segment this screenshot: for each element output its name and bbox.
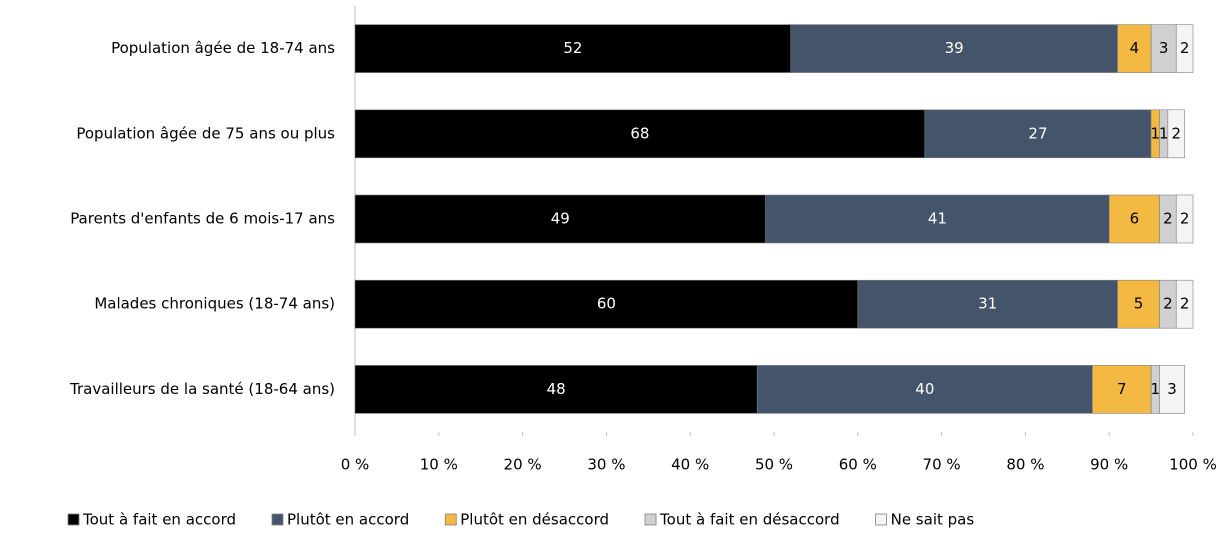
- x-tick-label: 10 %: [420, 456, 458, 474]
- data-label: 40: [915, 380, 934, 398]
- bar-segment: [790, 24, 1118, 73]
- y-tick-label: Malades chroniques (18-74 ans): [94, 295, 335, 313]
- data-label: 49: [551, 210, 570, 228]
- bar-segment: [354, 194, 766, 244]
- data-label: 3: [1159, 39, 1169, 57]
- data-label: 39: [945, 39, 964, 57]
- bar-segment: [1159, 365, 1185, 414]
- bar-segment: [756, 365, 1093, 414]
- legend-swatch: [644, 513, 657, 526]
- x-tick-label: 80 %: [1006, 456, 1044, 474]
- data-label: 2: [1180, 295, 1190, 313]
- bar-segment: [1175, 279, 1194, 329]
- data-label: 48: [547, 380, 566, 398]
- data-label: 1: [1159, 124, 1169, 142]
- data-label: 2: [1163, 210, 1173, 228]
- bar-segment: [1108, 194, 1160, 244]
- bar-segment: [1117, 279, 1160, 329]
- data-label: 41: [928, 210, 947, 228]
- x-tick-label: 20 %: [504, 456, 542, 474]
- x-tick-label: 100 %: [1169, 456, 1217, 474]
- bar-segment: [354, 109, 926, 159]
- legend-swatch: [875, 513, 887, 526]
- y-tick-label: Travailleurs de la santé (18-64 ans): [69, 380, 335, 398]
- bar-segment: [1150, 24, 1177, 73]
- x-tick-label: 40 %: [671, 456, 709, 474]
- bar-segment: [1175, 24, 1194, 73]
- y-tick-label: Population âgée de 75 ans ou plus: [76, 124, 335, 142]
- data-label: 60: [597, 295, 616, 313]
- x-tick-label: 90 %: [1090, 456, 1128, 474]
- data-label: 5: [1134, 295, 1144, 313]
- data-label: 2: [1180, 210, 1190, 228]
- data-label: 7: [1117, 380, 1127, 398]
- x-tick-label: 30 %: [587, 456, 625, 474]
- x-tick-label: 50 %: [755, 456, 793, 474]
- bar-segment: [1092, 365, 1152, 414]
- bar-segment: [1167, 109, 1185, 159]
- data-label: 3: [1167, 380, 1177, 398]
- x-tick-label: 60 %: [839, 456, 877, 474]
- bar-segment: [354, 365, 758, 414]
- data-label: 52: [563, 39, 582, 57]
- y-tick-label: Population âgée de 18-74 ans: [111, 39, 335, 57]
- legend-label: Plutôt en accord: [287, 511, 409, 529]
- bar-segment: [924, 109, 1152, 159]
- x-tick-label: 0 %: [341, 456, 370, 474]
- y-tick-label: Parents d'enfants de 6 mois-17 ans: [70, 210, 335, 228]
- legend-label: Tout à fait en accord: [82, 511, 236, 529]
- legend-label: Tout à fait en désaccord: [659, 511, 840, 529]
- bar-segment: [765, 194, 1110, 244]
- legend-swatch: [444, 513, 457, 526]
- data-label: 4: [1130, 39, 1140, 57]
- bar-segment: [354, 24, 792, 73]
- legend-swatch: [271, 513, 284, 526]
- bar-segment: [1117, 24, 1152, 73]
- legend-label: Ne sait pas: [891, 511, 975, 529]
- data-label: 2: [1163, 295, 1173, 313]
- data-label: 1: [1151, 124, 1161, 142]
- data-label: 31: [978, 295, 997, 313]
- data-label: 1: [1151, 380, 1161, 398]
- x-tick-label: 70 %: [923, 456, 961, 474]
- data-label: 6: [1130, 210, 1140, 228]
- data-label: 27: [1028, 124, 1047, 142]
- data-label: 2: [1180, 39, 1190, 57]
- legend-swatch: [67, 513, 80, 526]
- legend-label: Plutôt en désaccord: [460, 511, 609, 529]
- data-label: 68: [630, 124, 649, 142]
- data-label: 2: [1171, 124, 1181, 142]
- bar-segment: [1175, 194, 1194, 244]
